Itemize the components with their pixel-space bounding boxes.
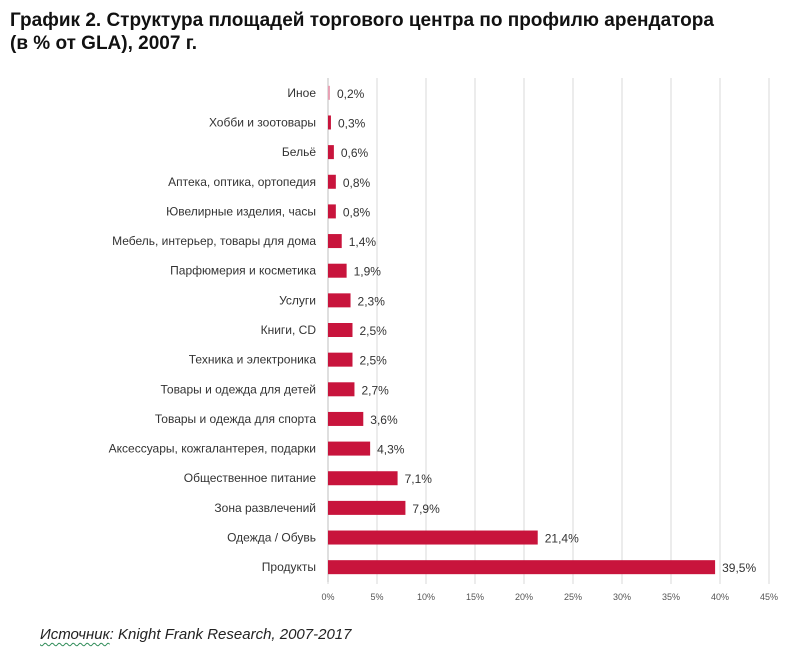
bar [328, 263, 347, 278]
source-note: Источник: Knight Frank Research, 2007-20… [40, 626, 351, 643]
category-label: Техника и электроника [189, 353, 317, 367]
category-label: Аптека, оптика, ортопедия [168, 175, 316, 189]
data-label: 7,9% [412, 502, 440, 516]
category-label: Товары и одежда для спорта [155, 412, 316, 426]
data-label: 1,4% [349, 235, 377, 249]
data-label: 2,3% [358, 294, 386, 308]
category-label: Книги, CD [261, 323, 317, 337]
chart-title-line-1: График 2. Структура площадей торгового ц… [10, 10, 714, 31]
data-label: 0,3% [338, 116, 366, 130]
category-label: Мебель, интерьер, товары для дома [112, 234, 316, 248]
bar [328, 500, 406, 515]
data-label: 2,5% [360, 354, 388, 368]
bar [328, 352, 353, 367]
bar [328, 530, 538, 545]
category-label: Зона развлечений [214, 501, 316, 515]
category-label: Ювелирные изделия, часы [166, 204, 316, 218]
category-label: Аксессуары, кожгалантерея, подарки [109, 442, 316, 456]
x-tick-label: 25% [564, 592, 582, 602]
bar [328, 560, 716, 575]
bar [328, 234, 342, 249]
chart-title-line-2: (в % от GLA), 2007 г. [10, 33, 198, 54]
data-label: 3,6% [370, 413, 398, 427]
data-label: 2,5% [360, 324, 388, 338]
data-label: 1,9% [354, 265, 382, 279]
data-label: 4,3% [377, 443, 405, 457]
x-tick-label: 5% [370, 592, 383, 602]
data-label: 0,8% [343, 176, 371, 190]
data-label: 21,4% [545, 532, 579, 546]
source-label: Источник [40, 626, 110, 643]
data-label: 39,5% [722, 561, 756, 575]
bar [328, 115, 331, 130]
bar [328, 471, 398, 486]
chart-title: График 2. Структура площадей торгового ц… [10, 9, 800, 55]
bar [328, 85, 330, 100]
x-tick-label: 20% [515, 592, 533, 602]
data-label: 7,1% [405, 472, 433, 486]
category-label: Иное [287, 86, 316, 100]
bar [328, 411, 364, 426]
data-label: 0,2% [337, 87, 365, 101]
x-tick-label: 0% [321, 592, 334, 602]
category-label: Услуги [279, 293, 316, 307]
category-label: Бельё [282, 145, 316, 159]
source-text: : Knight Frank Research, 2007-2017 [109, 626, 352, 643]
category-label: Продукты [262, 560, 316, 574]
data-label: 0,8% [343, 205, 371, 219]
x-tick-label: 35% [662, 592, 680, 602]
x-tick-label: 30% [613, 592, 631, 602]
x-tick-label: 45% [760, 592, 778, 602]
category-label: Одежда / Обувь [227, 531, 316, 545]
bar [328, 323, 353, 337]
category-label: Товары и одежда для детей [161, 382, 317, 396]
category-label: Парфюмерия и косметика [170, 264, 316, 278]
category-label: Общественное питание [184, 471, 317, 485]
x-tick-label: 10% [417, 592, 435, 602]
data-label: 2,7% [361, 383, 389, 397]
bar [328, 174, 336, 189]
x-tick-label: 40% [711, 592, 729, 602]
bar [328, 293, 351, 308]
bar [328, 441, 371, 456]
data-label: 0,6% [341, 146, 369, 160]
category-label: Хобби и зоотовары [209, 115, 316, 129]
bar [328, 382, 355, 397]
x-tick-label: 15% [466, 592, 484, 602]
bar [328, 145, 334, 160]
bar [328, 204, 336, 219]
